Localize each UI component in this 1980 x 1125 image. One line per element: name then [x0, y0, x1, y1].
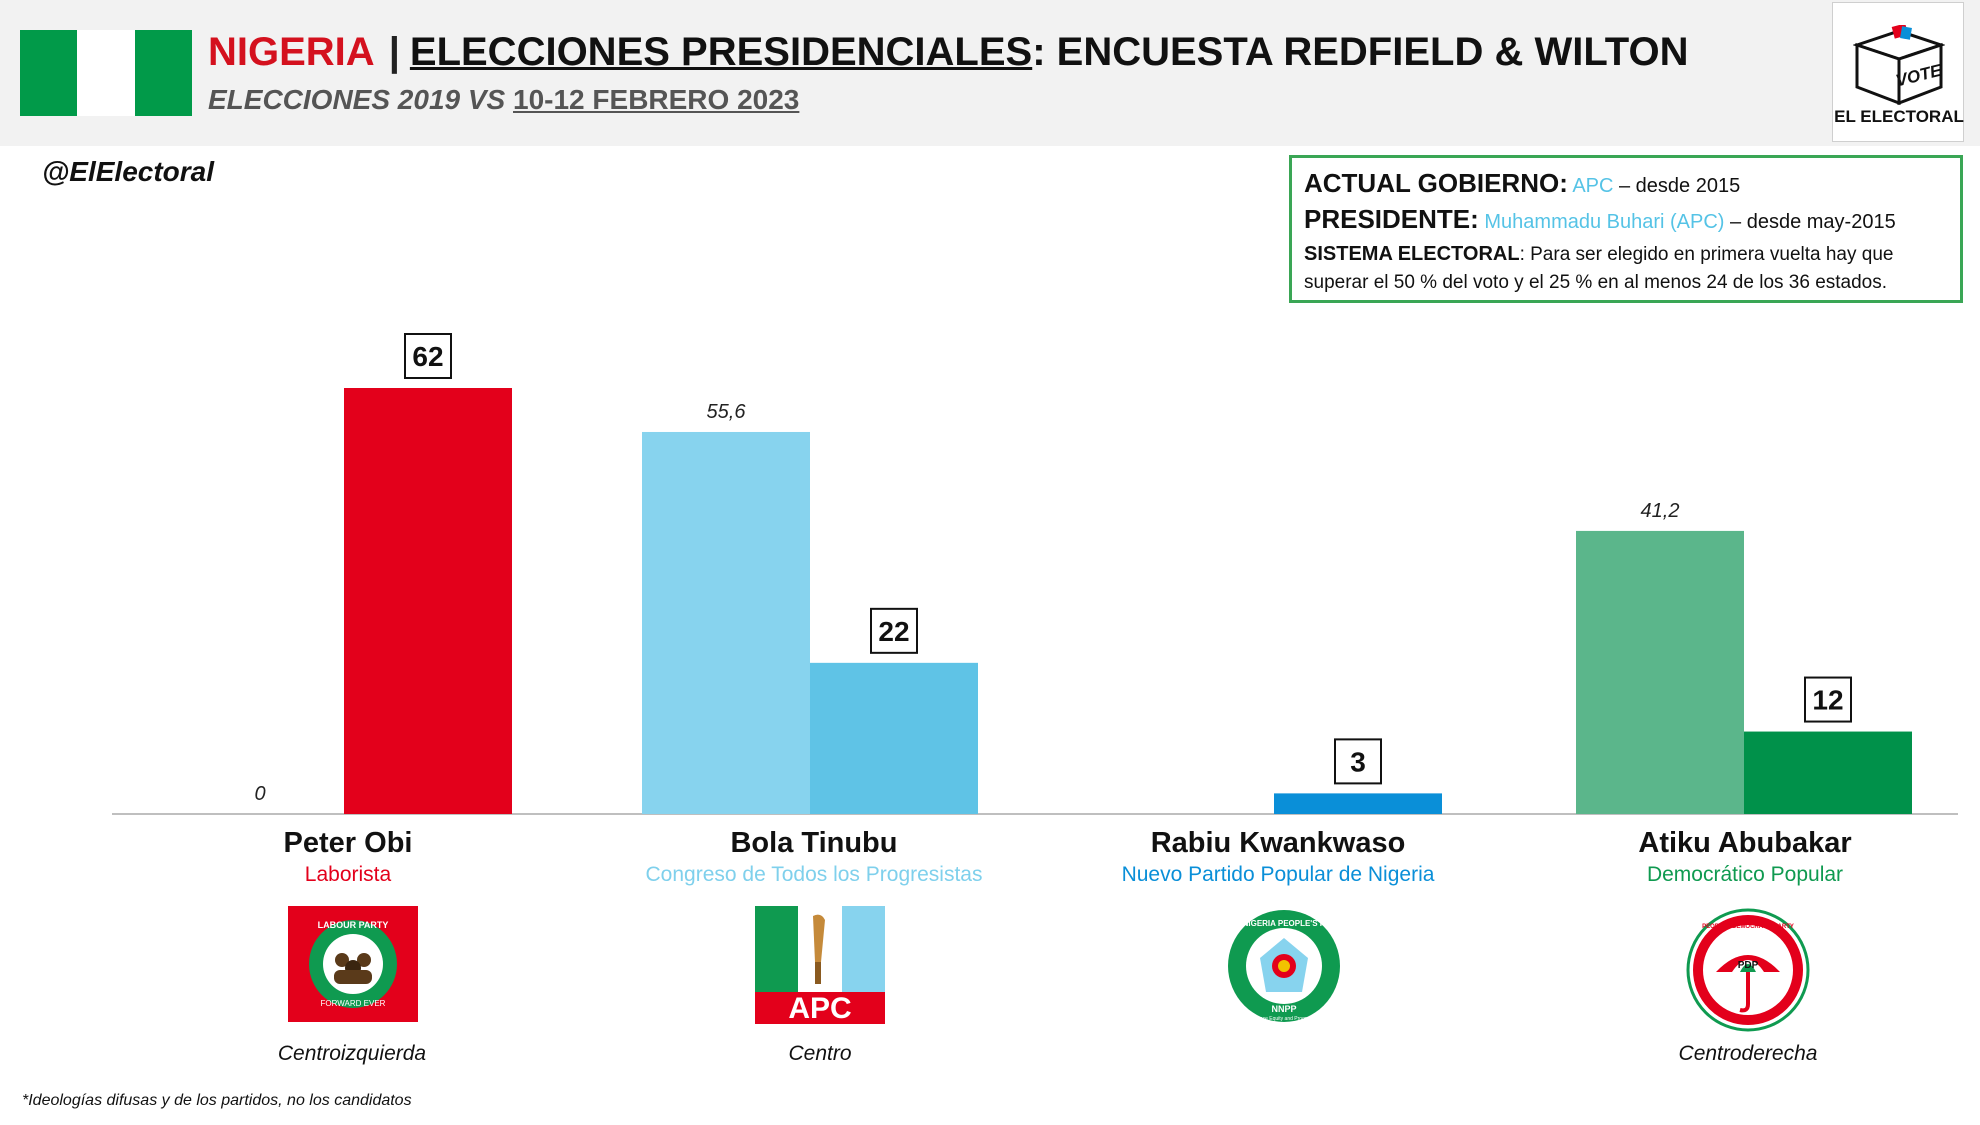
- nnpp-logo-text-bottom: Peace Equity and Progress: [1254, 1016, 1315, 1022]
- gov-value: APC: [1572, 175, 1614, 197]
- candidate-name: Rabiu Kwankwaso: [1150, 827, 1406, 859]
- value-label-peter-obi-2023: 62: [412, 341, 443, 372]
- title-separator: |: [388, 30, 400, 74]
- social-handle: @ElElectoral: [42, 156, 215, 187]
- candidate-rabiu-kwankwaso: Rabiu Kwankwaso Nuevo Partido Popular de…: [1068, 826, 1488, 890]
- pdp-logo-text: PDP: [1738, 960, 1759, 971]
- flag-stripe-left: [20, 30, 78, 116]
- nnpp-logo-text-mid: NNPP: [1271, 1004, 1296, 1014]
- bar-peter-obi-2023: [344, 388, 512, 814]
- labour-logo-text-top: LABOUR PARTY: [318, 920, 389, 930]
- candidate-name: Bola Tinubu: [730, 827, 898, 859]
- logo-caption: EL ELECTORAL: [1834, 107, 1964, 126]
- pdp-logo-text-top: PEOPLES DEMOCRATIC PARTY: [1702, 924, 1794, 930]
- footnote: *Ideologías difusas y de los partidos, n…: [22, 1092, 412, 1109]
- title-country: NIGERIA: [208, 30, 375, 74]
- ballot-box-icon: VOTE: [1853, 25, 1945, 105]
- apc-logo: APC: [755, 906, 885, 1029]
- value-label-bola-tinubu-2023: 22: [878, 616, 909, 647]
- nnpp-logo-text-top: NEW NIGERIA PEOPLE'S PARTY: [1226, 919, 1342, 928]
- nnpp-logo: NEW NIGERIA PEOPLE'S PARTY NNPP Peace Eq…: [1222, 908, 1347, 1029]
- bars-group: 0 62 55,6 22 3 41,2 12: [254, 333, 1912, 814]
- flag-stripe-middle: [77, 30, 135, 116]
- apc-logo-text: APC: [788, 992, 851, 1024]
- bar-bola-tinubu-2019: [642, 431, 810, 814]
- value-label-atiku-abubakar-2019: 41,2: [1641, 500, 1680, 522]
- value-label-rabiu-kwankwaso-2023: 3: [1350, 746, 1366, 777]
- subtitle-date: 10-12 FEBRERO 2023: [513, 84, 800, 115]
- value-box-atiku-abubakar-2023: [1804, 676, 1852, 723]
- value-box-peter-obi-2023: [404, 333, 452, 379]
- info-president: PRESIDENTE: Muhammadu Buhari (APC) – des…: [1304, 201, 1948, 240]
- title-rest: : ENCUESTA REDFIELD & WILTON: [1032, 30, 1689, 74]
- gov-note: – desde 2015: [1613, 175, 1741, 197]
- system-text: : Para ser elegido en primera vuelta hay…: [1304, 244, 1894, 293]
- bar-atiku-abubakar-2019: [1576, 530, 1744, 814]
- value-label-peter-obi-2019: 0: [254, 783, 265, 805]
- bar-rabiu-kwankwaso-2023: [1274, 793, 1442, 814]
- value-label-atiku-abubakar-2023: 12: [1812, 685, 1843, 716]
- value-box-rabiu-kwankwaso-2023: [1334, 738, 1382, 785]
- candidate-atiku-abubakar: Atiku Abubakar Democrático Popular: [1535, 826, 1955, 890]
- nigeria-flag: [20, 30, 192, 116]
- system-label: SISTEMA ELECTORAL: [1304, 243, 1520, 265]
- ideology-label: Centroizquierda: [277, 1042, 427, 1065]
- pdp-logo: PDP PEOPLES DEMOCRATIC PARTY: [1686, 908, 1810, 1037]
- value-label-bola-tinubu-2019: 55,6: [707, 401, 747, 423]
- ideology-label: Centroderecha: [1678, 1042, 1818, 1065]
- subtitle-prefix: ELECCIONES 2019 VS: [208, 84, 514, 115]
- el-electoral-logo: VOTE EL ELECTORAL: [1832, 2, 1964, 142]
- candidate-party: Laborista: [304, 863, 392, 886]
- candidate-party: Nuevo Partido Popular de Nigeria: [1121, 863, 1435, 886]
- labour-logo-text-bottom: FORWARD EVER: [321, 999, 386, 1008]
- candidate-party: Congreso de Todos los Progresistas: [645, 863, 983, 886]
- header-band: NIGERIA | ELECCIONES PRESIDENCIALES: ENCUE…: [0, 0, 1980, 146]
- title-main: ELECCIONES PRESIDENCIALES: [409, 30, 1033, 74]
- page-title: NIGERIA | ELECCIONES PRESIDENCIALES: ENCUE…: [208, 30, 1689, 75]
- ideology-label: Centro: [788, 1042, 852, 1065]
- info-box: ACTUAL GOBIERNO: APC – desde 2015 PRESID…: [1289, 155, 1963, 303]
- pres-note: – desde may-2015: [1724, 211, 1896, 233]
- info-electoral-system: SISTEMA ELECTORAL: Para ser elegido en p…: [1304, 240, 1948, 297]
- value-box-bola-tinubu-2023: [870, 607, 918, 654]
- page-subtitle: ELECCIONES 2019 VS 10-12 FEBRERO 2023: [208, 84, 799, 116]
- labour-party-logo: LABOUR PARTY FORWARD EVER: [288, 906, 418, 1027]
- bar-atiku-abubakar-2023: [1744, 731, 1912, 814]
- pres-value: Muhammadu Buhari (APC): [1484, 211, 1725, 233]
- bar-bola-tinubu-2023: [810, 662, 978, 814]
- pres-label: PRESIDENTE:: [1304, 204, 1479, 234]
- gov-label: ACTUAL GOBIERNO:: [1304, 168, 1568, 198]
- candidate-peter-obi: Peter Obi Laborista: [138, 826, 558, 890]
- flag-stripe-right: [134, 30, 192, 116]
- candidate-bola-tinubu: Bola Tinubu Congreso de Todos los Progre…: [604, 826, 1024, 890]
- candidate-name: Atiku Abubakar: [1638, 827, 1852, 859]
- info-government: ACTUAL GOBIERNO: APC – desde 2015: [1304, 168, 1948, 201]
- candidate-party: Democrático Popular: [1646, 863, 1844, 886]
- candidate-name: Peter Obi: [283, 827, 413, 859]
